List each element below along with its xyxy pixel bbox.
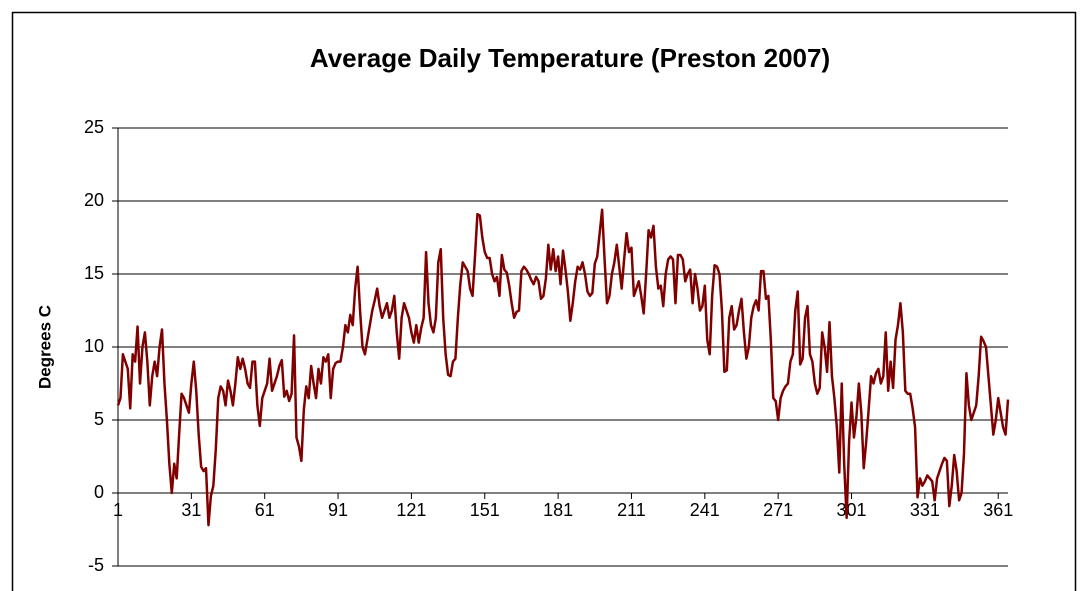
x-tick-label: 61	[255, 500, 275, 520]
x-tick-label: 211	[617, 500, 646, 520]
x-tick-label: 361	[983, 500, 1013, 520]
y-tick-label: 20	[84, 190, 104, 210]
chart-frame	[11, 11, 1077, 591]
x-tick-label: 181	[543, 500, 573, 520]
x-tick-label: 151	[470, 500, 500, 520]
chart-title: Average Daily Temperature (Preston 2007)	[310, 43, 830, 73]
y-tick-label: 10	[84, 336, 104, 356]
y-axis-label: Degrees C	[35, 305, 54, 389]
x-tick-label: 31	[181, 500, 201, 520]
series-line	[116, 208, 1010, 527]
x-tick-label: 91	[328, 500, 348, 520]
x-tick-label: 271	[763, 500, 793, 520]
y-tick-label: 15	[84, 263, 104, 283]
y-tick-label: 5	[94, 409, 104, 429]
y-tick-label: 0	[94, 482, 104, 502]
y-tick-label: -5	[88, 555, 104, 575]
x-tick-label: 1	[113, 500, 123, 520]
x-tick-label: 121	[396, 500, 426, 520]
x-tick-label: 241	[690, 500, 720, 520]
x-tick-label: 301	[836, 500, 866, 520]
y-tick-label: 25	[84, 117, 104, 137]
x-tick-label: 331	[910, 500, 940, 520]
